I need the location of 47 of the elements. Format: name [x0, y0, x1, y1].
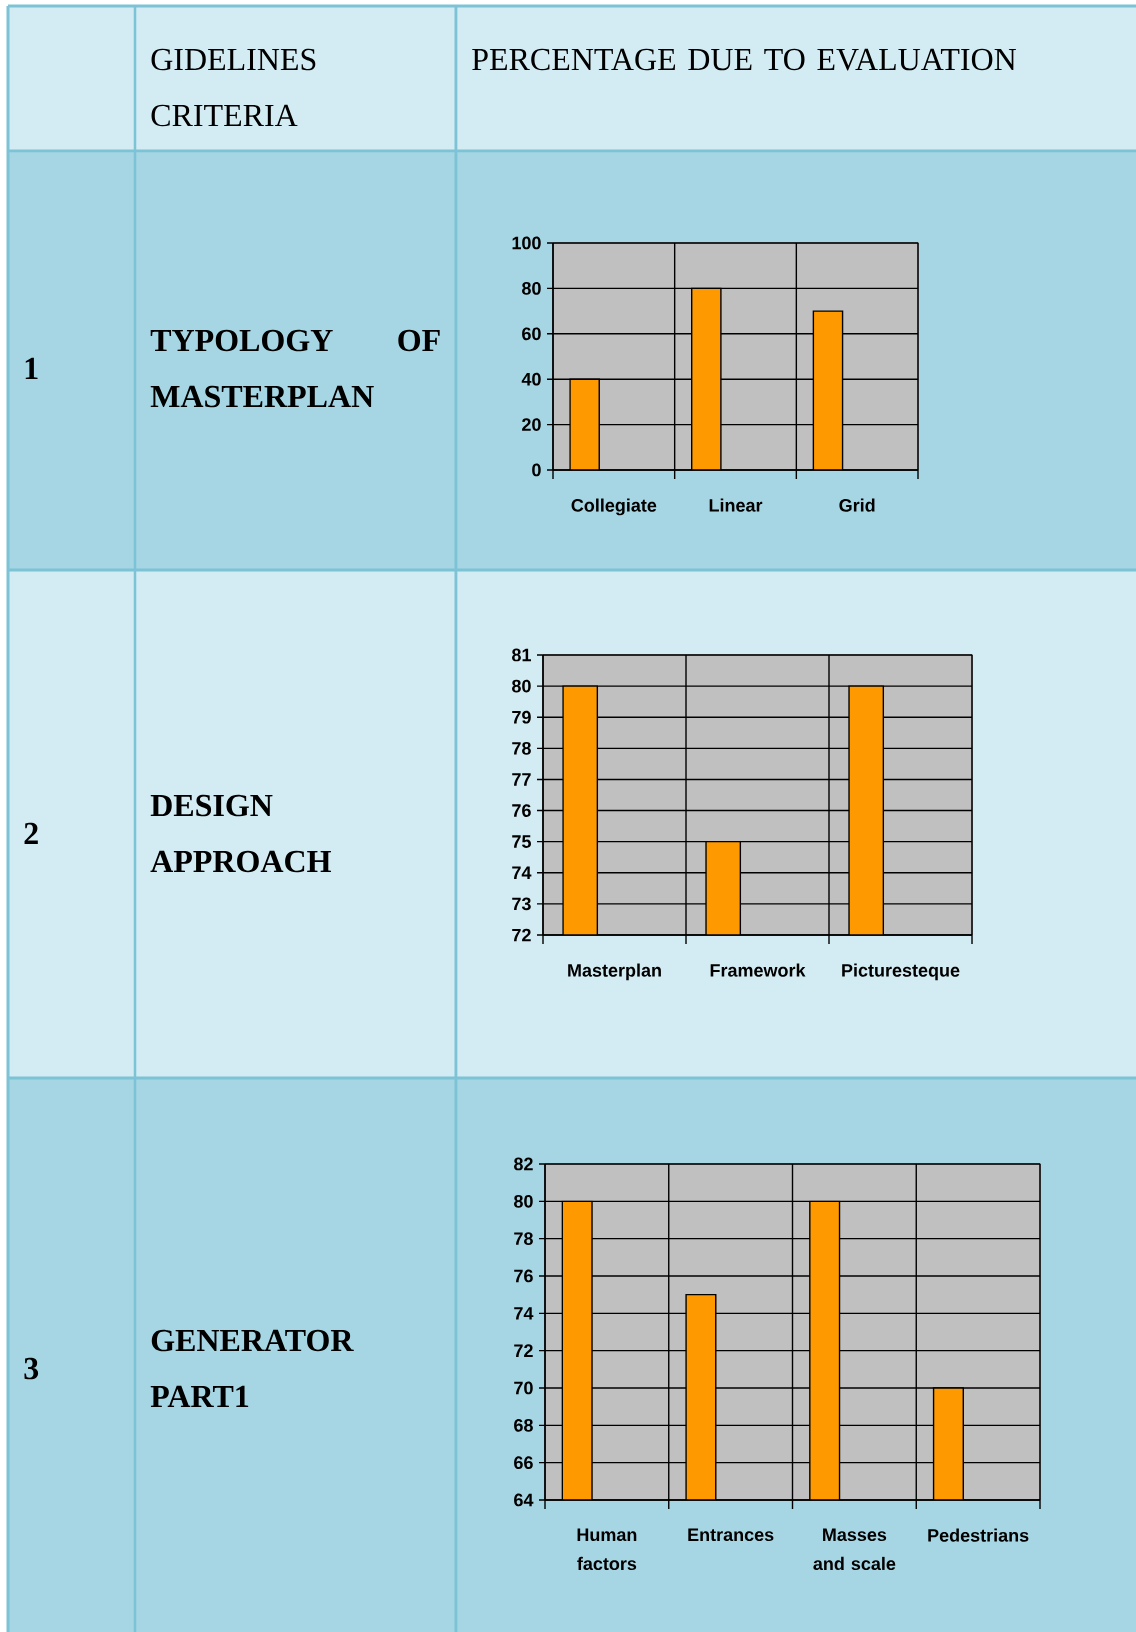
y-tick-label: 77 [512, 773, 531, 786]
y-tick-label: 80 [522, 282, 541, 295]
text: 2 [24, 822, 38, 844]
x-tick-label: Entrances [688, 1528, 774, 1542]
y-tick-label: 76 [514, 1269, 533, 1283]
text: 3 [24, 1357, 39, 1380]
text: GENERATOR PART1 [150, 1329, 354, 1407]
x-tick-label: Grid [839, 498, 875, 512]
bar [812, 310, 844, 470]
y-tick-label: 72 [512, 928, 531, 942]
x-tick-label: Picturesteque [842, 963, 960, 981]
text: PERCENTAGE DUE TO EVALUATION [472, 48, 1017, 71]
y-tick-label: 79 [512, 710, 531, 724]
y-tick-label: 0 [532, 463, 541, 477]
x-tick-label: Masses and scale [813, 1528, 896, 1571]
y-tick-label: 70 [514, 1381, 533, 1395]
y-tick-label: 40 [521, 372, 541, 386]
x-tick-label: Collegiate [571, 498, 657, 516]
y-tick-label: 78 [512, 741, 531, 755]
text: 1 [25, 357, 38, 379]
y-tick-label: 74 [512, 866, 532, 879]
y-tick-label: 81 [512, 648, 531, 662]
bar [691, 287, 722, 470]
text: GIDELINES CRITERIA [151, 48, 316, 127]
y-tick-label: 73 [512, 897, 531, 911]
x-tick-label: Framework [710, 963, 806, 977]
text: TYPOLOGY OF MASTERPLAN [150, 329, 440, 408]
y-tick-label: 66 [514, 1456, 533, 1470]
text: DESIGN APPROACH [150, 794, 331, 873]
y-tick-label: 72 [514, 1344, 533, 1357]
x-tick-label: Linear [709, 498, 763, 512]
y-tick-label: 78 [514, 1232, 533, 1246]
x-tick-label: Human factors [577, 1528, 637, 1571]
y-tick-label: 64 [514, 1493, 534, 1507]
bar [569, 378, 600, 470]
y-tick-label: 100 [512, 236, 541, 250]
x-tick-label: Masterplan [568, 963, 661, 981]
y-tick-label: 76 [512, 804, 531, 817]
y-tick-label: 60 [522, 327, 541, 341]
y-tick-label: 20 [522, 418, 541, 431]
x-tick-label: Pedestrians [928, 1528, 1029, 1542]
y-tick-label: 74 [514, 1307, 534, 1320]
y-tick-label: 82 [514, 1157, 533, 1171]
y-tick-label: 75 [512, 835, 531, 848]
y-tick-label: 80 [512, 679, 531, 693]
y-tick-label: 80 [514, 1194, 533, 1208]
y-tick-label: 68 [514, 1418, 533, 1432]
